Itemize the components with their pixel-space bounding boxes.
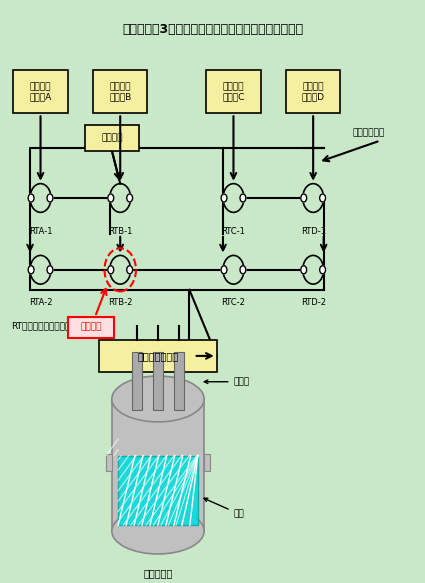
Text: 燃料: 燃料 [204, 498, 244, 518]
Circle shape [320, 266, 326, 274]
Text: RTD-2: RTD-2 [300, 298, 326, 307]
FancyBboxPatch shape [153, 352, 163, 410]
Text: RTA-1: RTA-1 [29, 227, 52, 236]
FancyBboxPatch shape [118, 455, 198, 525]
Text: 原子炉容器: 原子炉容器 [143, 568, 173, 578]
Circle shape [47, 194, 53, 202]
Text: 伊方発電所3号機　原子炉トリップ遮断器構成概要図: 伊方発電所3号機 原子炉トリップ遮断器構成概要図 [122, 23, 303, 36]
FancyBboxPatch shape [85, 125, 139, 150]
Circle shape [47, 266, 53, 274]
Text: ロジック
トレンB: ロジック トレンB [109, 82, 131, 101]
FancyBboxPatch shape [204, 454, 210, 470]
Text: RTD-1: RTD-1 [300, 227, 326, 236]
Text: ロジック
トレンC: ロジック トレンC [222, 82, 245, 101]
Circle shape [221, 194, 227, 202]
Text: 制御棒: 制御棒 [204, 377, 249, 386]
Circle shape [240, 194, 246, 202]
Text: 当該箇所: 当該箇所 [80, 322, 102, 332]
Circle shape [301, 194, 307, 202]
Circle shape [240, 266, 246, 274]
FancyBboxPatch shape [99, 340, 217, 372]
FancyBboxPatch shape [112, 399, 204, 531]
Circle shape [108, 266, 114, 274]
Text: ロジック
トレンA: ロジック トレンA [29, 82, 52, 101]
FancyBboxPatch shape [206, 70, 261, 113]
Circle shape [320, 194, 326, 202]
Text: RTB-1: RTB-1 [108, 227, 133, 236]
FancyBboxPatch shape [68, 317, 114, 338]
FancyBboxPatch shape [174, 352, 184, 410]
Text: トリップ信号: トリップ信号 [352, 129, 385, 138]
Circle shape [28, 266, 34, 274]
Circle shape [28, 194, 34, 202]
FancyBboxPatch shape [93, 70, 147, 113]
Text: RTB-2: RTB-2 [108, 298, 133, 307]
Text: RTC-2: RTC-2 [221, 298, 245, 307]
Text: 電源供給: 電源供給 [101, 133, 122, 142]
FancyBboxPatch shape [105, 454, 112, 470]
Ellipse shape [112, 376, 204, 422]
Text: RTC-1: RTC-1 [221, 227, 245, 236]
Circle shape [127, 266, 133, 274]
Circle shape [221, 266, 227, 274]
FancyBboxPatch shape [286, 70, 340, 113]
FancyBboxPatch shape [132, 352, 142, 410]
Text: ロジック
トレンD: ロジック トレンD [302, 82, 325, 101]
Circle shape [301, 266, 307, 274]
Text: RT：原子炉トリップ遮断器: RT：原子炉トリップ遮断器 [11, 321, 81, 331]
Circle shape [127, 194, 133, 202]
Circle shape [108, 194, 114, 202]
Ellipse shape [112, 508, 204, 554]
Text: 制御棒駆動装置: 制御棒駆動装置 [137, 351, 178, 361]
Text: RTA-2: RTA-2 [29, 298, 52, 307]
FancyBboxPatch shape [13, 70, 68, 113]
